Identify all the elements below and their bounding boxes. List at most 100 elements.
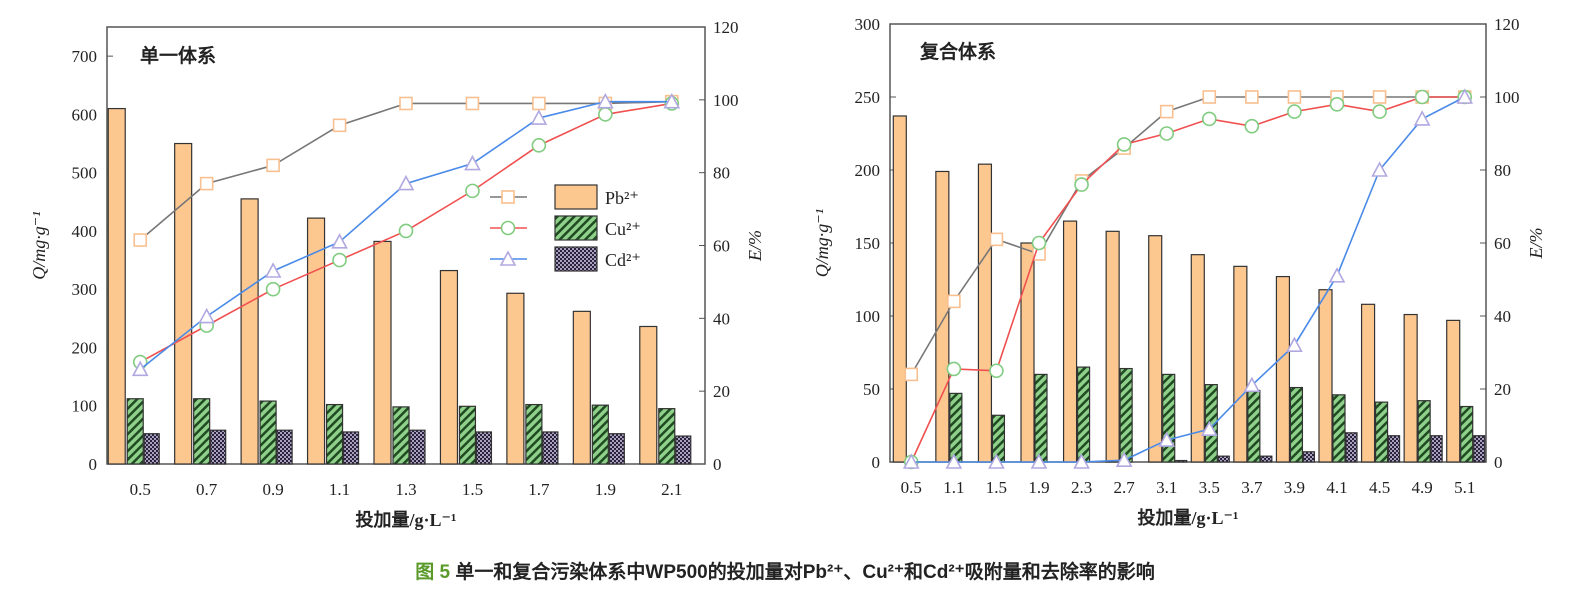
- y2-tick-label: 120: [713, 18, 739, 37]
- y-axis-label: Q/mg·g⁻¹: [29, 211, 49, 279]
- x-tick-label: 0.7: [196, 480, 218, 499]
- bar-cu: [325, 403, 344, 465]
- marker-cu: [989, 363, 1004, 379]
- caption-figure-number: 图 5: [415, 562, 451, 583]
- marker-pb: [532, 96, 546, 111]
- marker-cd: [663, 92, 681, 109]
- x-tick-label: 1.5: [986, 478, 1007, 497]
- marker-cu: [598, 107, 613, 122]
- legend-label-cd: Cd²⁺: [605, 250, 641, 270]
- panel-label: 复合体系: [919, 40, 996, 63]
- legend-label-cu: Cu²⁺: [605, 219, 641, 239]
- bar-cu: [591, 404, 609, 465]
- bar-cu: [1076, 366, 1091, 463]
- marker-cu: [1201, 111, 1217, 127]
- marker-pb: [1202, 90, 1217, 104]
- marker-pb: [989, 232, 1004, 247]
- x-tick-label: 1.9: [595, 480, 616, 499]
- marker-cd: [945, 453, 963, 469]
- marker-cu: [946, 361, 962, 377]
- x-tick-label: 0.5: [130, 480, 151, 499]
- marker-cd: [902, 453, 920, 469]
- bar-cu: [259, 400, 277, 465]
- x-tick-label: 3.7: [1241, 478, 1263, 497]
- marker-cu: [1116, 137, 1132, 152]
- legend-label-pb: Pb²⁺: [605, 188, 639, 208]
- bar-cu: [525, 403, 543, 465]
- x-axis-label: 投加量/g·L⁻¹: [1138, 507, 1239, 528]
- legend-marker-cd: [499, 250, 517, 266]
- bar-pb: [306, 217, 326, 465]
- y2-tick-label: 80: [1494, 161, 1511, 180]
- line-pb: [910, 96, 1465, 375]
- bar-cd: [608, 433, 625, 465]
- x-tick-label: 5.1: [1454, 478, 1475, 497]
- y2-tick-label: 20: [713, 382, 730, 401]
- bar-pb: [1190, 254, 1205, 463]
- marker-cu: [531, 138, 547, 153]
- bar-cu: [1034, 373, 1048, 463]
- marker-pb: [332, 118, 347, 133]
- bar-cu: [991, 414, 1006, 463]
- bar-pb: [935, 170, 950, 463]
- legend-swatch-cu: [554, 215, 598, 241]
- marker-cu: [1159, 126, 1175, 141]
- y2-axis-label: E/%: [1526, 228, 1546, 260]
- y2-tick-label: 60: [713, 237, 730, 256]
- marker-pb: [266, 158, 280, 173]
- bar-cu: [1289, 386, 1304, 463]
- bar-cu: [1162, 373, 1176, 463]
- bar-cu: [392, 406, 410, 465]
- y2-tick-label: 120: [1494, 15, 1520, 34]
- bar-cu: [193, 398, 211, 465]
- y2-tick-label: 40: [1494, 307, 1511, 326]
- marker-pb: [465, 96, 480, 111]
- x-tick-label: 4.9: [1412, 478, 1433, 497]
- y-tick-label: 300: [855, 15, 881, 34]
- marker-cd: [397, 174, 415, 191]
- line-cd: [911, 96, 1466, 463]
- bar-pb: [240, 198, 259, 465]
- bar-cd: [1260, 455, 1273, 463]
- y-tick-label: 150: [855, 234, 881, 253]
- bar-cu: [126, 398, 144, 465]
- bar-cu: [1247, 389, 1261, 463]
- legend-marker-pb: [501, 190, 515, 204]
- marker-cd: [1030, 453, 1048, 469]
- x-tick-label: 0.5: [901, 478, 922, 497]
- marker-pb: [133, 233, 148, 247]
- left-chart-single-system: 0 100 200 300 400 500 600 700 0 20 40 60 80 100 120 0.5…: [29, 18, 765, 530]
- bar-cd: [1175, 459, 1188, 463]
- figure-caption: 图 5 单一和复合污染体系中WP500的投加量对Pb²⁺、Cu²⁺和Cd²⁺吸附…: [0, 557, 1570, 584]
- marker-cd: [198, 307, 216, 324]
- marker-cu: [1287, 104, 1302, 119]
- marker-cd: [1286, 336, 1303, 352]
- marker-cu: [1329, 97, 1345, 112]
- marker-cd: [1413, 110, 1431, 126]
- bar-pb: [639, 325, 658, 465]
- x-axis-label: 投加量/g·L⁻¹: [356, 509, 457, 530]
- y-tick-label: 0: [872, 453, 881, 472]
- bar-cd: [276, 429, 293, 465]
- bar-pb: [1275, 275, 1291, 463]
- y-tick-label: 200: [72, 338, 98, 357]
- bar-pb: [1446, 319, 1461, 463]
- bar-pb: [1233, 265, 1248, 463]
- marker-cu: [398, 223, 414, 239]
- bar-cd: [1345, 432, 1358, 463]
- marker-cd: [1243, 376, 1261, 393]
- y2-tick-label: 20: [1494, 380, 1511, 399]
- marker-cd: [131, 360, 149, 377]
- y2-tick-label: 40: [713, 309, 730, 328]
- x-tick-label: 3.1: [1156, 478, 1177, 497]
- bar-pb: [373, 240, 392, 465]
- x-tick-label: 1.7: [528, 480, 550, 499]
- x-tick-label: 0.9: [262, 480, 283, 499]
- y-tick-label: 50: [863, 380, 880, 399]
- marker-cd: [596, 92, 614, 109]
- marker-cu: [1244, 118, 1260, 134]
- marker-cu: [465, 183, 480, 199]
- marker-pb: [199, 176, 214, 191]
- marker-cd: [1200, 420, 1218, 436]
- right-chart-composite-system: 0 50 100 150 200 250 300 0 20 40 60 80 100 120 0.5 1.1 1…: [812, 15, 1546, 528]
